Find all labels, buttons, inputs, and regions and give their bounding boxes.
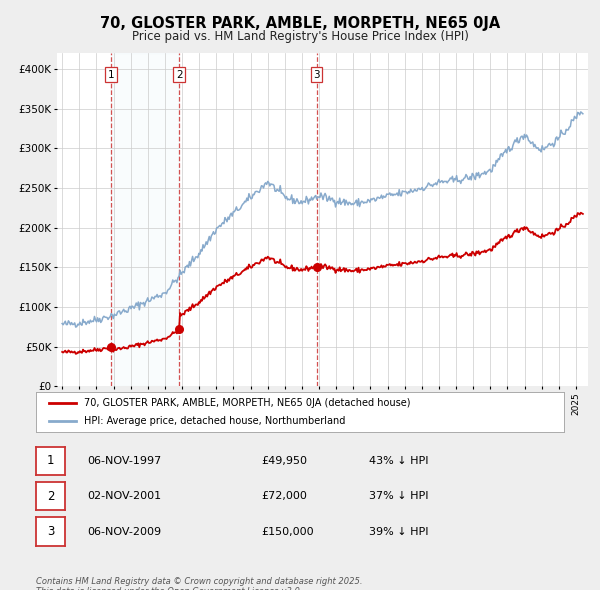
Text: 06-NOV-2009: 06-NOV-2009 xyxy=(87,527,161,536)
Text: HPI: Average price, detached house, Northumberland: HPI: Average price, detached house, Nort… xyxy=(83,416,345,426)
Text: 02-NOV-2001: 02-NOV-2001 xyxy=(87,491,161,501)
Text: 2: 2 xyxy=(47,490,54,503)
Text: £49,950: £49,950 xyxy=(261,456,307,466)
Text: 39% ↓ HPI: 39% ↓ HPI xyxy=(369,527,428,536)
Text: 2: 2 xyxy=(176,70,182,80)
Text: 43% ↓ HPI: 43% ↓ HPI xyxy=(369,456,428,466)
Text: 1: 1 xyxy=(107,70,114,80)
Text: 1: 1 xyxy=(47,454,54,467)
Text: £150,000: £150,000 xyxy=(261,527,314,536)
Text: 37% ↓ HPI: 37% ↓ HPI xyxy=(369,491,428,501)
Text: 3: 3 xyxy=(313,70,320,80)
Text: 3: 3 xyxy=(47,525,54,538)
Bar xyxy=(111,53,179,386)
Text: Contains HM Land Registry data © Crown copyright and database right 2025.
This d: Contains HM Land Registry data © Crown c… xyxy=(36,577,362,590)
Text: 06-NOV-1997: 06-NOV-1997 xyxy=(87,456,161,466)
Text: Price paid vs. HM Land Registry's House Price Index (HPI): Price paid vs. HM Land Registry's House … xyxy=(131,30,469,43)
Text: 70, GLOSTER PARK, AMBLE, MORPETH, NE65 0JA: 70, GLOSTER PARK, AMBLE, MORPETH, NE65 0… xyxy=(100,16,500,31)
Text: 70, GLOSTER PARK, AMBLE, MORPETH, NE65 0JA (detached house): 70, GLOSTER PARK, AMBLE, MORPETH, NE65 0… xyxy=(83,398,410,408)
Text: £72,000: £72,000 xyxy=(261,491,307,501)
